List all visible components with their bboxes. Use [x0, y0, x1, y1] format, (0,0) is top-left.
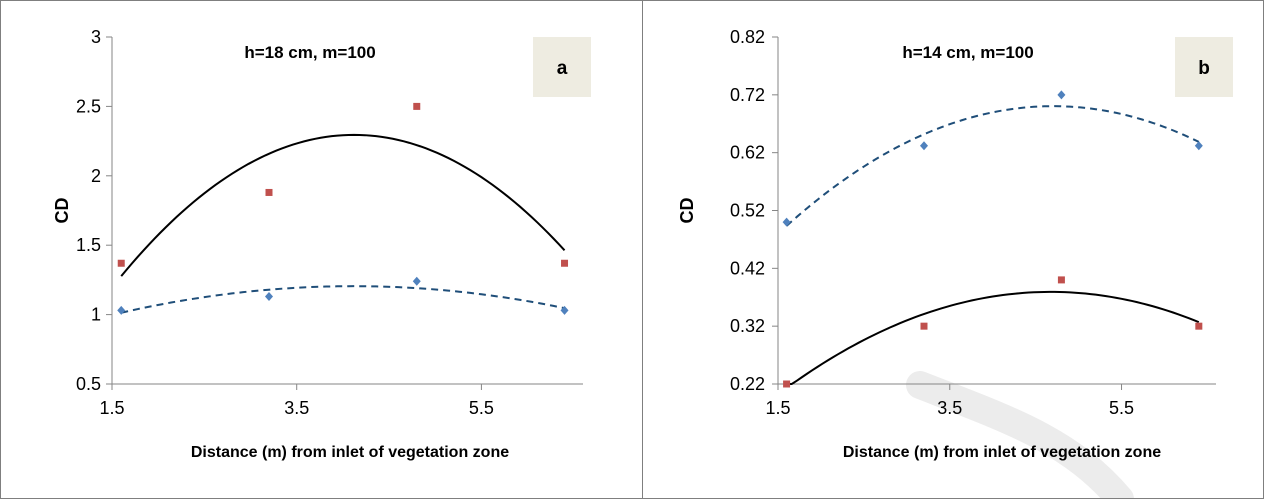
data-point-square — [118, 260, 125, 267]
chart-title: h=18 cm, m=100 — [244, 43, 375, 62]
data-point-square — [783, 381, 790, 388]
x-tick-label: 5.5 — [1109, 398, 1134, 418]
y-tick-label: 0.42 — [730, 258, 765, 278]
y-tick-label: 0.62 — [730, 143, 765, 163]
data-point-diamond — [265, 292, 273, 301]
data-point-diamond — [920, 141, 928, 150]
y-tick-label: 3 — [91, 27, 101, 47]
y-tick-label: 0.22 — [730, 374, 765, 394]
x-axis-label: Distance (m) from inlet of vegetation zo… — [191, 444, 509, 461]
data-point-diamond — [1195, 141, 1203, 150]
y-tick-label: 0.32 — [730, 316, 765, 336]
data-point-square — [1195, 323, 1202, 330]
x-tick-label: 5.5 — [469, 398, 494, 418]
y-tick-label: 0.52 — [730, 201, 765, 221]
data-point-diamond — [1057, 90, 1065, 99]
x-tick-label: 3.5 — [937, 398, 962, 418]
data-point-diamond — [117, 306, 125, 315]
y-tick-label: 1 — [91, 305, 101, 325]
y-axis-label: CD — [677, 198, 697, 224]
panel-label: b — [1198, 58, 1210, 79]
data-point-diamond — [783, 218, 791, 227]
trendline-solid — [121, 135, 564, 276]
data-point-diamond — [561, 306, 569, 315]
y-tick-label: 0.72 — [730, 85, 765, 105]
y-axis-label: CD — [52, 198, 72, 224]
x-tick-label: 3.5 — [284, 398, 309, 418]
chart-title: h=14 cm, m=100 — [902, 43, 1033, 62]
x-axis-label: Distance (m) from inlet of vegetation zo… — [843, 444, 1161, 461]
trendline-dashed — [787, 106, 1199, 226]
y-tick-label: 0.5 — [76, 374, 101, 394]
chart-panel-a: 0.5 1 1.5 2 2.5 3 1.5 3.5 5.5 Distance (m) from i… — [52, 27, 591, 461]
y-tick-label: 1.5 — [76, 235, 101, 255]
y-tick-label: 2.5 — [76, 96, 101, 116]
data-point-square — [1058, 276, 1065, 283]
trendline-dashed — [121, 286, 564, 313]
y-tick-label: 2 — [91, 166, 101, 186]
x-tick-label: 1.5 — [765, 398, 790, 418]
data-point-square — [561, 260, 568, 267]
data-point-diamond — [413, 277, 421, 286]
x-tick-label: 1.5 — [99, 398, 124, 418]
y-tick-label: 0.82 — [730, 27, 765, 47]
data-point-square — [921, 323, 928, 330]
data-point-square — [266, 189, 273, 196]
data-point-square — [413, 103, 420, 110]
trendline-solid — [787, 292, 1199, 384]
panel-label: a — [557, 58, 568, 79]
